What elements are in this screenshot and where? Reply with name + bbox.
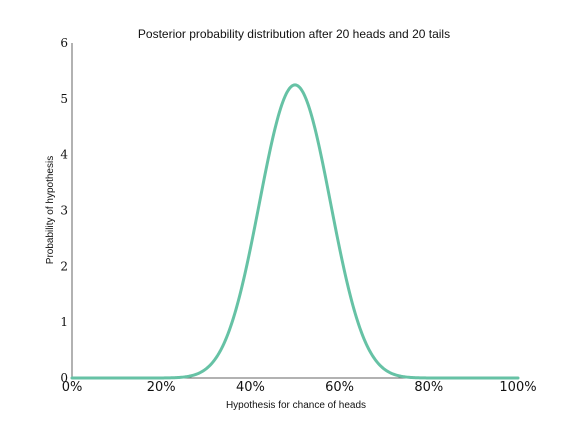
x-tick-labels: 0% 20% 40% 60% 80% 100% <box>62 380 537 395</box>
y-tick-labels: 0 1 2 3 4 5 6 <box>60 36 68 385</box>
x-axis-label: Hypothesis for chance of heads <box>226 400 366 411</box>
y-tick-label: 3 <box>60 204 68 218</box>
y-tick-label: 4 <box>60 148 68 162</box>
y-tick-label: 2 <box>60 259 68 273</box>
y-axis-label: Probability of hypothesis <box>45 156 56 264</box>
posterior-curve <box>70 83 520 380</box>
y-tick-label: 6 <box>60 36 68 50</box>
y-tick-label: 1 <box>60 315 68 329</box>
y-tick-label: 0 <box>60 371 68 385</box>
x-tick-label: 0% <box>62 380 83 395</box>
x-tick-label: 60% <box>325 380 354 395</box>
chart-title: Posterior probability distribution after… <box>138 27 450 41</box>
x-tick-label: 100% <box>499 380 536 395</box>
x-tick-label: 80% <box>414 380 443 395</box>
x-tick-label: 40% <box>236 380 265 395</box>
y-tick-label: 5 <box>60 92 68 106</box>
x-tick-label: 20% <box>147 380 176 395</box>
